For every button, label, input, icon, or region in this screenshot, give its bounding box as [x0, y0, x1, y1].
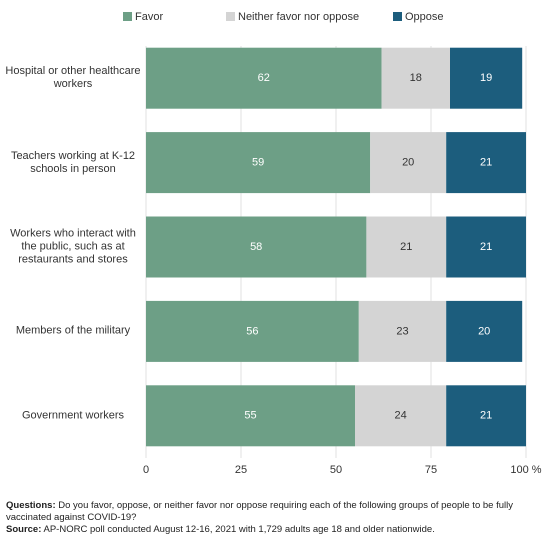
legend-label: Neither favor nor oppose — [238, 11, 359, 23]
bar-segment — [146, 385, 355, 447]
data-label: 58 — [250, 241, 262, 253]
data-label: 21 — [480, 241, 492, 253]
note: Source: AP-NORC poll conducted August 12… — [6, 524, 546, 536]
note: Questions: Do you favor, oppose, or neit… — [6, 500, 546, 524]
data-label: 55 — [244, 410, 256, 422]
x-tick-label: 0 — [143, 464, 149, 476]
bar-segment — [146, 216, 367, 278]
bar-segment — [355, 385, 447, 447]
legend-swatch — [226, 12, 235, 21]
bar-segment — [370, 132, 447, 194]
data-label: 20 — [402, 157, 414, 169]
data-label: 59 — [252, 157, 264, 169]
x-tick-label: 75 — [425, 464, 437, 476]
note-text: AP-NORC poll conducted August 12-16, 202… — [43, 524, 435, 535]
legend-label: Favor — [135, 11, 163, 23]
category-label: Workers who interact with the public, su… — [10, 227, 136, 266]
x-tick-label: 50 — [330, 464, 342, 476]
bar-segment — [446, 385, 526, 447]
legend-swatch — [123, 12, 132, 21]
bar-segment — [366, 216, 447, 278]
note-label: Questions: — [6, 500, 56, 511]
data-label: 20 — [478, 325, 490, 337]
data-label: 62 — [258, 72, 270, 84]
category-label: Government workers — [21, 409, 125, 422]
bar-segment — [450, 47, 523, 109]
x-tick-label: 100 % — [510, 464, 541, 476]
bar-segment — [446, 132, 526, 194]
bar-segment — [381, 47, 450, 109]
bar-segment — [146, 300, 359, 362]
data-label: 56 — [246, 325, 258, 337]
data-label: 24 — [394, 410, 406, 422]
bar-segment — [446, 216, 526, 278]
note-text: Do you favor, oppose, or neither favor n… — [6, 500, 513, 523]
bar-segment — [146, 132, 371, 194]
category-label: Teachers working at K-12 schools in pers… — [10, 149, 136, 175]
bar-segment — [358, 300, 447, 362]
chart-svg: 0 25 50 75 100 % Favor Neither favor nor oppos… — [123, 11, 542, 476]
legend-swatch — [393, 12, 402, 21]
bar-segment — [146, 47, 382, 109]
bar-segment — [446, 300, 523, 362]
data-label: 23 — [396, 325, 408, 337]
data-label: 21 — [480, 410, 492, 422]
legend-label: Oppose — [405, 11, 444, 23]
data-label: 21 — [480, 157, 492, 169]
note-label: Source: — [6, 524, 42, 535]
x-tick-label: 25 — [235, 464, 247, 476]
notes: Questions: Do you favor, oppose, or neit… — [6, 500, 546, 536]
category-label: Hospital or other healthcare workers — [5, 65, 141, 91]
category-label: Members of the military — [15, 324, 131, 337]
data-label: 18 — [410, 72, 422, 84]
data-label: 19 — [480, 72, 492, 84]
data-label: 21 — [400, 241, 412, 253]
